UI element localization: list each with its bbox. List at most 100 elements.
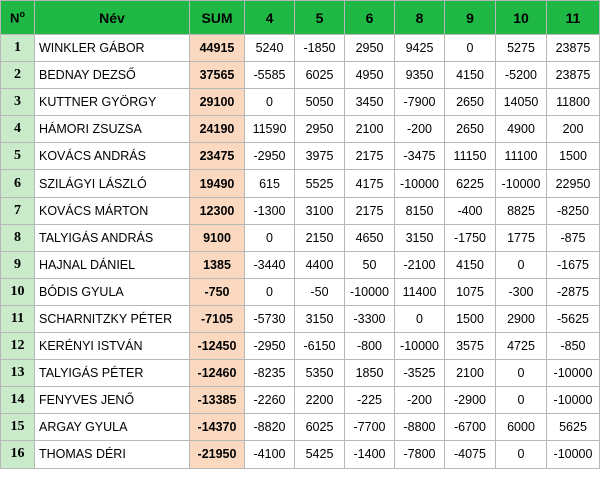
round-value-cell[interactable]: 2175: [344, 196, 395, 225]
round-value-cell[interactable]: -5625: [546, 304, 600, 334]
round-value-cell[interactable]: 2200: [294, 386, 345, 415]
player-name-cell[interactable]: KERÉNYI ISTVÁN: [34, 332, 190, 361]
round-value-cell[interactable]: -3525: [394, 359, 445, 388]
round-value-cell[interactable]: 4650: [344, 223, 395, 252]
round-value-cell[interactable]: -1300: [244, 196, 295, 225]
round-value-cell[interactable]: 3100: [294, 196, 345, 225]
round-value-cell[interactable]: -2260: [244, 386, 295, 415]
round-value-cell[interactable]: -7800: [394, 440, 445, 469]
row-number-cell[interactable]: 4: [0, 115, 35, 144]
round-value-cell[interactable]: 23875: [546, 61, 600, 90]
round-value-cell[interactable]: -8820: [244, 413, 295, 442]
round-value-cell[interactable]: 1850: [344, 359, 395, 388]
round-value-cell[interactable]: 2950: [294, 115, 345, 144]
player-name-cell[interactable]: KUTTNER GYÖRGY: [34, 88, 190, 117]
round-value-cell[interactable]: 4950: [344, 61, 395, 90]
player-name-cell[interactable]: HÁMORI ZSUZSA: [34, 115, 190, 144]
round-value-cell[interactable]: 11100: [495, 142, 547, 171]
row-number-cell[interactable]: 14: [0, 386, 35, 415]
row-number-cell[interactable]: 16: [0, 440, 35, 469]
round-value-cell[interactable]: -5585: [244, 61, 295, 90]
round-value-cell[interactable]: -850: [546, 332, 600, 361]
row-number-cell[interactable]: 13: [0, 359, 35, 388]
round-value-cell[interactable]: -200: [394, 115, 445, 144]
round-value-cell[interactable]: 2650: [444, 88, 496, 117]
round-value-cell[interactable]: 0: [444, 33, 496, 63]
round-value-cell[interactable]: -10000: [546, 440, 600, 469]
round-value-cell[interactable]: 8825: [495, 196, 547, 225]
sum-cell[interactable]: 23475: [189, 142, 245, 171]
round-value-cell[interactable]: 2100: [344, 115, 395, 144]
round-value-cell[interactable]: -1750: [444, 223, 496, 252]
round-value-cell[interactable]: 6225: [444, 169, 496, 198]
round-value-cell[interactable]: -8250: [546, 196, 600, 225]
sum-cell[interactable]: -13385: [189, 386, 245, 415]
player-name-cell[interactable]: THOMAS DÉRI: [34, 440, 190, 469]
round-value-cell[interactable]: 11800: [546, 88, 600, 117]
round-value-cell[interactable]: 8150: [394, 196, 445, 225]
round-value-cell[interactable]: -8235: [244, 359, 295, 388]
player-name-cell[interactable]: FENYVES JENŐ: [34, 386, 190, 415]
round-value-cell[interactable]: 5625: [546, 413, 600, 442]
player-name-cell[interactable]: ARGAY GYULA: [34, 413, 190, 442]
round-value-cell[interactable]: 22950: [546, 169, 600, 198]
round-value-cell[interactable]: -2950: [244, 332, 295, 361]
round-value-cell[interactable]: -1850: [294, 33, 345, 63]
round-value-cell[interactable]: 9350: [394, 61, 445, 90]
player-name-cell[interactable]: HAJNAL DÁNIEL: [34, 250, 190, 279]
round-value-cell[interactable]: -10000: [394, 169, 445, 198]
round-value-cell[interactable]: 14050: [495, 88, 547, 117]
header-round[interactable]: 11: [546, 0, 600, 35]
round-value-cell[interactable]: 0: [495, 359, 547, 388]
player-name-cell[interactable]: TALYIGÁS PÉTER: [34, 359, 190, 388]
round-value-cell[interactable]: -800: [344, 332, 395, 361]
row-number-cell[interactable]: 10: [0, 277, 35, 306]
sum-cell[interactable]: 19490: [189, 169, 245, 198]
sum-cell[interactable]: -12450: [189, 332, 245, 361]
round-value-cell[interactable]: -4100: [244, 440, 295, 469]
round-value-cell[interactable]: 5525: [294, 169, 345, 198]
round-value-cell[interactable]: 6025: [294, 61, 345, 90]
sum-cell[interactable]: 44915: [189, 33, 245, 63]
round-value-cell[interactable]: 0: [495, 440, 547, 469]
round-value-cell[interactable]: 4725: [495, 332, 547, 361]
round-value-cell[interactable]: -10000: [344, 277, 395, 306]
row-number-cell[interactable]: 3: [0, 88, 35, 117]
round-value-cell[interactable]: 2150: [294, 223, 345, 252]
player-name-cell[interactable]: KOVÁCS ANDRÁS: [34, 142, 190, 171]
round-value-cell[interactable]: -225: [344, 386, 395, 415]
header-round[interactable]: 6: [344, 0, 395, 35]
round-value-cell[interactable]: 50: [344, 250, 395, 279]
round-value-cell[interactable]: 3150: [294, 304, 345, 334]
round-value-cell[interactable]: 9425: [394, 33, 445, 63]
round-value-cell[interactable]: 3975: [294, 142, 345, 171]
header-sum[interactable]: SUM: [189, 0, 245, 35]
round-value-cell[interactable]: 0: [495, 386, 547, 415]
header-round[interactable]: 5: [294, 0, 345, 35]
round-value-cell[interactable]: 6000: [495, 413, 547, 442]
round-value-cell[interactable]: -3475: [394, 142, 445, 171]
round-value-cell[interactable]: 0: [244, 223, 295, 252]
round-value-cell[interactable]: 4175: [344, 169, 395, 198]
round-value-cell[interactable]: -10000: [546, 359, 600, 388]
round-value-cell[interactable]: 4400: [294, 250, 345, 279]
round-value-cell[interactable]: -400: [444, 196, 496, 225]
round-value-cell[interactable]: 6025: [294, 413, 345, 442]
round-value-cell[interactable]: 4900: [495, 115, 547, 144]
round-value-cell[interactable]: 5050: [294, 88, 345, 117]
round-value-cell[interactable]: 4150: [444, 250, 496, 279]
row-number-cell[interactable]: 7: [0, 196, 35, 225]
round-value-cell[interactable]: -1675: [546, 250, 600, 279]
round-value-cell[interactable]: 1775: [495, 223, 547, 252]
round-value-cell[interactable]: -1400: [344, 440, 395, 469]
round-value-cell[interactable]: 0: [495, 250, 547, 279]
player-name-cell[interactable]: BEDNAY DEZSŐ: [34, 61, 190, 90]
row-number-cell[interactable]: 11: [0, 304, 35, 334]
sum-cell[interactable]: 1385: [189, 250, 245, 279]
round-value-cell[interactable]: 23875: [546, 33, 600, 63]
row-number-cell[interactable]: 15: [0, 413, 35, 442]
round-value-cell[interactable]: 5350: [294, 359, 345, 388]
sum-cell[interactable]: 24190: [189, 115, 245, 144]
round-value-cell[interactable]: -2900: [444, 386, 496, 415]
round-value-cell[interactable]: 2900: [495, 304, 547, 334]
